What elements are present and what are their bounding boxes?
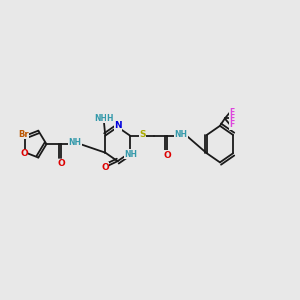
Text: Br: Br [18, 130, 28, 139]
Text: F: F [229, 107, 234, 116]
Text: O: O [20, 149, 28, 158]
Text: F: F [229, 121, 234, 130]
Text: O: O [57, 159, 65, 168]
Text: H: H [106, 114, 113, 123]
Text: NH: NH [124, 150, 137, 159]
Text: N: N [114, 121, 122, 130]
Text: S: S [139, 130, 146, 139]
Text: O: O [164, 151, 171, 160]
Text: O: O [101, 163, 109, 172]
Text: F: F [229, 114, 234, 123]
Text: NH: NH [94, 114, 107, 123]
Text: NH: NH [174, 130, 187, 139]
Text: NH: NH [68, 138, 81, 147]
